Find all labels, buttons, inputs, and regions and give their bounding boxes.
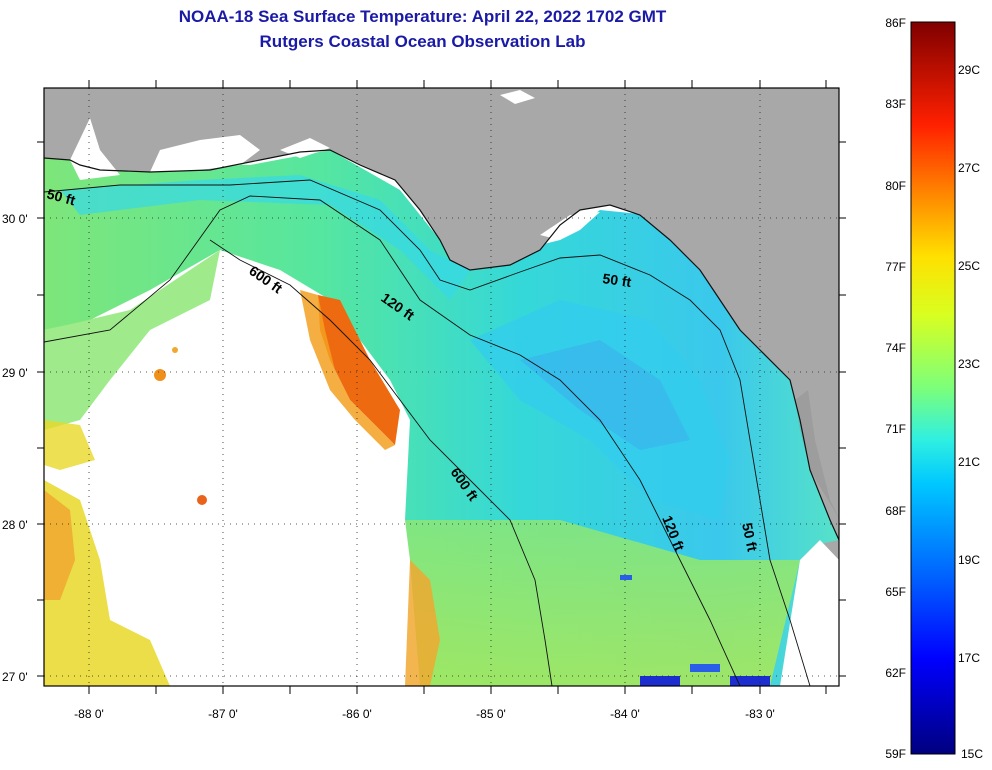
colorbar-c-label: 29C: [958, 63, 980, 77]
colorbar-c-label: 27C: [958, 161, 980, 175]
colorbar-f-label: 59F: [885, 747, 906, 761]
lon-label: -88 0': [74, 707, 104, 721]
temperature-colorbar: [910, 21, 956, 755]
colorbar-c-label: 15C: [961, 747, 983, 761]
colorbar-f-label: 83F: [885, 97, 906, 111]
colorbar-f-label: 71F: [885, 422, 906, 436]
lat-label: 30 0': [2, 212, 28, 226]
contour-600ft: [209, 239, 553, 686]
colorbar-f-label: 86F: [885, 16, 906, 30]
lon-label: -87 0': [208, 707, 238, 721]
colorbar-c-label: 23C: [958, 357, 980, 371]
lon-label: -83 0': [745, 707, 775, 721]
colorbar-f-label: 62F: [885, 666, 906, 680]
contour-label: 50 ft: [739, 521, 761, 553]
colorbar-c-label: 25C: [958, 259, 980, 273]
colorbar-f-label: 80F: [885, 179, 906, 193]
colorbar-f-label: 74F: [885, 341, 906, 355]
colorbar-f-label: 77F: [885, 260, 906, 274]
contour-label: 50 ft: [602, 270, 633, 290]
lat-label: 29 0': [2, 366, 28, 380]
lat-label: 27 0': [2, 670, 28, 684]
lon-label: -84 0': [610, 707, 640, 721]
warm-front: [318, 295, 400, 445]
lon-label: -86 0': [342, 707, 372, 721]
land: [44, 88, 839, 540]
map-title: NOAA-18 Sea Surface Temperature: April 2…: [178, 7, 667, 26]
contour-120ft: [44, 195, 741, 686]
map-subtitle: Rutgers Coastal Ocean Observation Lab: [259, 32, 586, 51]
lon-label: -85 0': [476, 707, 506, 721]
colorbar-f-label: 68F: [885, 504, 906, 518]
colorbar-c-label: 19C: [958, 553, 980, 567]
colorbar-f-label: 65F: [885, 585, 906, 599]
colorbar-c-label: 17C: [958, 651, 980, 665]
colorbar-c-label: 21C: [958, 455, 980, 469]
contour-50ft: [44, 179, 811, 686]
contour-label: 50 ft: [45, 185, 77, 208]
lat-label: 28 0': [2, 518, 28, 532]
